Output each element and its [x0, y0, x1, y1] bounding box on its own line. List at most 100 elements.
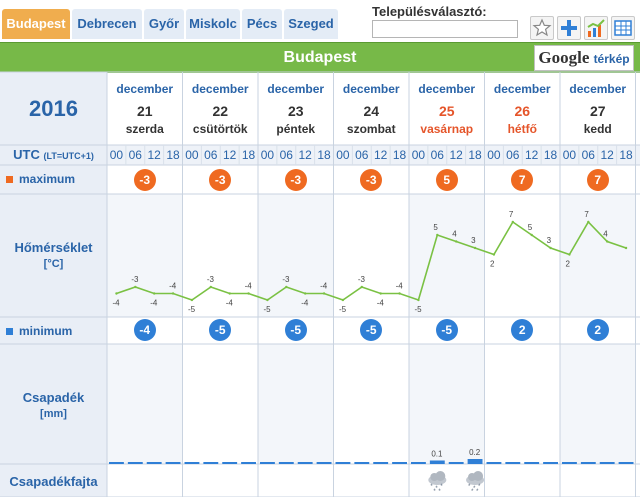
hour-label: 12: [147, 148, 161, 162]
hour-label: 06: [204, 148, 218, 162]
month-label: december: [493, 82, 551, 96]
temperature-point: [624, 246, 628, 250]
temperature-value: 3: [547, 236, 552, 245]
month-label: december: [191, 82, 249, 96]
location-selector-input[interactable]: [372, 20, 518, 38]
hour-label: 18: [317, 148, 331, 162]
tab-debrecen[interactable]: Debrecen: [72, 9, 142, 39]
day-number: 21: [136, 103, 153, 119]
hour-label: 12: [600, 148, 614, 162]
city-tabs: Budapest Debrecen Győr Miskolc Pécs Szeg…: [0, 0, 640, 42]
precipitation-bar: [316, 462, 332, 464]
temperature-point: [322, 292, 326, 295]
hour-label: 12: [525, 148, 539, 162]
maximum-row-label: maximum: [0, 172, 107, 186]
precipitation-bar: [467, 459, 483, 464]
tab-miskolc[interactable]: Miskolc: [186, 9, 240, 39]
day-header: december 23 péntek: [258, 72, 334, 145]
precipitation-bar: [411, 462, 426, 464]
minimum-row-label: minimum: [0, 324, 107, 338]
table-icon[interactable]: [611, 16, 635, 40]
min-legend-square: [6, 328, 13, 336]
day-header: december 26 hétfő: [485, 72, 561, 145]
weekday-label: szerda: [125, 122, 164, 136]
svg-text:*: *: [476, 489, 479, 495]
temperature-point: [247, 292, 250, 295]
day-header: december 22 csütörtök: [183, 72, 259, 145]
tab-budapest[interactable]: Budapest: [2, 9, 70, 39]
day-number: 25: [438, 103, 455, 119]
hour-label: 12: [223, 148, 237, 162]
precipitation-value: 0.2: [469, 448, 481, 457]
precipitation-bar: [335, 462, 351, 464]
temperature-value: 7: [584, 210, 589, 219]
temperature-value: 2: [490, 260, 495, 269]
location-header: Budapest Google térkép: [0, 42, 640, 73]
svg-text:*: *: [433, 489, 436, 495]
chart-icon[interactable]: [584, 16, 608, 40]
weekday-label: vasárnap: [420, 122, 474, 136]
hour-label: 06: [128, 148, 142, 162]
star-icon[interactable]: [530, 16, 554, 40]
precipitation-bar: [543, 462, 558, 464]
temperature-point: [209, 285, 213, 289]
minimum-badge: -4: [133, 319, 156, 341]
precipitation-bar: [260, 462, 275, 464]
temperature-point: [379, 292, 382, 295]
plus-icon[interactable]: [557, 16, 581, 40]
temperature-point: [398, 292, 401, 295]
hour-label: 18: [392, 148, 407, 162]
svg-text:*: *: [430, 484, 433, 490]
temperature-point: [134, 285, 137, 289]
precipitation-bar: [562, 462, 577, 464]
precipitation-bar: [278, 462, 294, 464]
temperature-point: [190, 298, 194, 302]
precipitation-bar: [165, 462, 181, 464]
temperature-value: 5: [433, 223, 438, 232]
maximum-badge: 5: [435, 169, 458, 191]
temperature-point: [152, 292, 156, 295]
temperature-point: [115, 292, 118, 295]
hour-label: 18: [543, 148, 558, 162]
hour-label: 12: [374, 148, 388, 162]
temperature-value: -5: [263, 305, 271, 314]
temperature-value: 3: [471, 236, 476, 245]
precipitation-bar: [505, 462, 521, 464]
weekday-label: szombat: [346, 122, 396, 136]
precipitation-bar: [109, 462, 124, 464]
maximum-badge: 7: [586, 169, 609, 191]
hour-label: 06: [279, 148, 293, 162]
tab-pecs[interactable]: Pécs: [242, 9, 282, 39]
maximum-badge: -3: [209, 169, 232, 191]
minimum-badge: 2: [586, 319, 609, 341]
day-number: 27: [589, 103, 606, 119]
temperature-label: Hőmérséklet [°C]: [0, 240, 107, 270]
weekday-label: kedd: [583, 122, 612, 136]
maximum-badge: -3: [133, 169, 156, 191]
maximum-badge: -3: [360, 169, 383, 191]
temperature-point: [360, 285, 364, 289]
minimum-badge: 2: [511, 319, 534, 341]
hour-label: 18: [619, 148, 633, 162]
temperature-value: -4: [112, 299, 120, 308]
tab-szeged[interactable]: Szeged: [284, 9, 338, 39]
hour-label: 00: [185, 148, 199, 162]
hour-label: 00: [487, 148, 501, 162]
temperature-value: -3: [207, 275, 215, 284]
temperature-value: 2: [565, 260, 570, 269]
hour-label: 06: [430, 148, 444, 162]
temperature-line: [116, 220, 627, 302]
maximum-badge: -3: [284, 169, 307, 191]
day-header: december 24 szombat: [334, 72, 410, 145]
temperature-value: -4: [169, 282, 177, 291]
month-label: december: [116, 82, 174, 96]
precipitation-bar: [241, 462, 256, 464]
day-header: december 25 vasárnap: [409, 72, 485, 145]
day-number: 24: [363, 103, 380, 119]
tab-gyor[interactable]: Győr: [144, 9, 184, 39]
google-map-button[interactable]: Google térkép: [534, 45, 634, 71]
temperature-value: -5: [414, 305, 422, 314]
temperature-point: [303, 292, 307, 295]
precipitation-unit: [mm]: [40, 408, 67, 420]
year-label: 2016: [29, 96, 78, 121]
